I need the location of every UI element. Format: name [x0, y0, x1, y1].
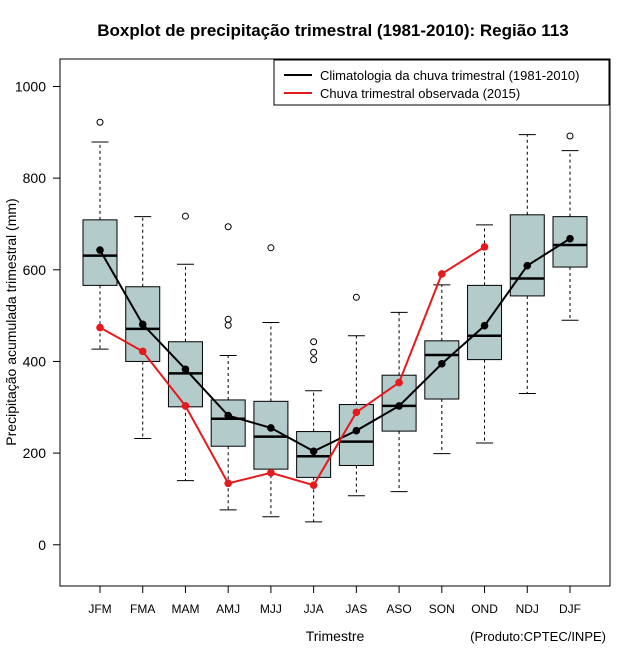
legend-box	[273, 59, 610, 106]
legend-label-observed: Chuva trimestral observada (2015)	[320, 86, 520, 101]
series-point-climatology-mjj	[267, 424, 275, 432]
x-tick-label-jfm: JFM	[88, 602, 111, 616]
outlier-djf-0	[566, 132, 574, 140]
x-tick-label-jja: JJA	[304, 602, 324, 616]
series-point-observed-fma	[138, 347, 147, 356]
x-tick-label-mjj: MJJ	[260, 602, 282, 616]
box-jfm	[82, 118, 118, 350]
series-point-climatology-djf	[566, 234, 574, 243]
series-point-climatology-jja	[309, 447, 318, 456]
x-tick-label-ndj: NDJ	[516, 602, 539, 616]
series-point-climatology-son	[438, 359, 446, 368]
series-point-observed-son	[438, 270, 446, 278]
x-axis-label: Trimestre	[306, 628, 365, 644]
outlier-jja-1	[310, 348, 318, 356]
box-aso	[381, 311, 417, 493]
box-jja	[296, 338, 332, 523]
series-point-observed-mjj	[267, 469, 275, 477]
outlier-amj-0	[224, 321, 232, 329]
box-ndj	[509, 134, 545, 395]
series-lines-group	[96, 234, 574, 489]
legend: Climatologia da chuva trimestral (1981-2…	[273, 59, 610, 106]
y-tick-label-800: 800	[23, 170, 47, 186]
series-point-observed-jfm	[96, 323, 104, 332]
box-iqr-son	[424, 340, 460, 400]
boxes-group	[82, 118, 588, 523]
x-tick-label-amj: AMJ	[216, 602, 240, 616]
y-tick-label-600: 600	[23, 262, 47, 278]
box-amj	[210, 223, 246, 511]
box-mam	[167, 212, 203, 482]
x-tick-label-son: SON	[429, 602, 455, 616]
box-ond	[467, 224, 503, 444]
series-line-observed	[99, 246, 486, 487]
y-tick-label-200: 200	[23, 445, 47, 461]
outlier-jas-0	[352, 293, 360, 301]
series-point-climatology-aso	[395, 402, 403, 410]
y-tick-label-400: 400	[23, 353, 47, 369]
series-point-climatology-mam	[181, 365, 190, 374]
series-point-climatology-jfm	[96, 246, 104, 254]
legend-label-climatology: Climatologia da chuva trimestral (1981-2…	[320, 68, 579, 83]
x-tick-label-djf: DJF	[559, 602, 581, 616]
credit-text: (Produto:CPTEC/INPE)	[470, 629, 606, 644]
series-point-observed-mam	[181, 402, 190, 410]
chart-title: Boxplot de precipitação trimestral (1981…	[97, 21, 568, 40]
y-tick-label-1000: 1000	[15, 78, 46, 94]
series-point-climatology-ond	[480, 321, 489, 330]
series-point-observed-ond	[480, 243, 489, 251]
outlier-amj-2	[224, 223, 232, 231]
x-tick-label-jas: JAS	[345, 602, 367, 616]
x-tick-label-fma: FMA	[130, 602, 155, 616]
y-tick-label-0: 0	[38, 537, 46, 553]
x-tick-label-ond: OND	[471, 602, 498, 616]
series-point-observed-amj	[224, 479, 232, 488]
series-point-climatology-ndj	[523, 261, 532, 270]
outlier-jfm-0	[96, 118, 104, 126]
outlier-mam-0	[181, 212, 189, 220]
series-point-observed-jja	[309, 481, 318, 489]
outlier-jja-2	[310, 338, 318, 346]
box-iqr-amj	[210, 399, 246, 447]
box-djf	[552, 132, 588, 321]
x-tick-label-aso: ASO	[386, 602, 411, 616]
outlier-amj-1	[224, 315, 232, 323]
series-point-observed-aso	[395, 378, 403, 387]
x-axis: JFM FMA MAM AMJ MJJ JJA JAS ASO SON OND NDJ DJF	[88, 585, 581, 616]
x-tick-label-mam: MAM	[171, 602, 199, 616]
series-point-climatology-amj	[224, 411, 232, 420]
series-point-climatology-fma	[138, 320, 147, 329]
box-son	[424, 284, 460, 455]
box-iqr-ndj	[509, 214, 545, 297]
series-point-climatology-jas	[352, 426, 361, 435]
outlier-jja-0	[310, 356, 318, 364]
series-point-observed-jas	[352, 408, 361, 417]
y-axis: 0 200 400 600 800 1000	[15, 78, 61, 553]
outlier-mjj-0	[267, 244, 275, 252]
y-axis-label: Precipitação acumulada trimestral (mm)	[3, 198, 19, 445]
box-jas	[338, 293, 374, 497]
series-line-climatology	[99, 237, 571, 453]
